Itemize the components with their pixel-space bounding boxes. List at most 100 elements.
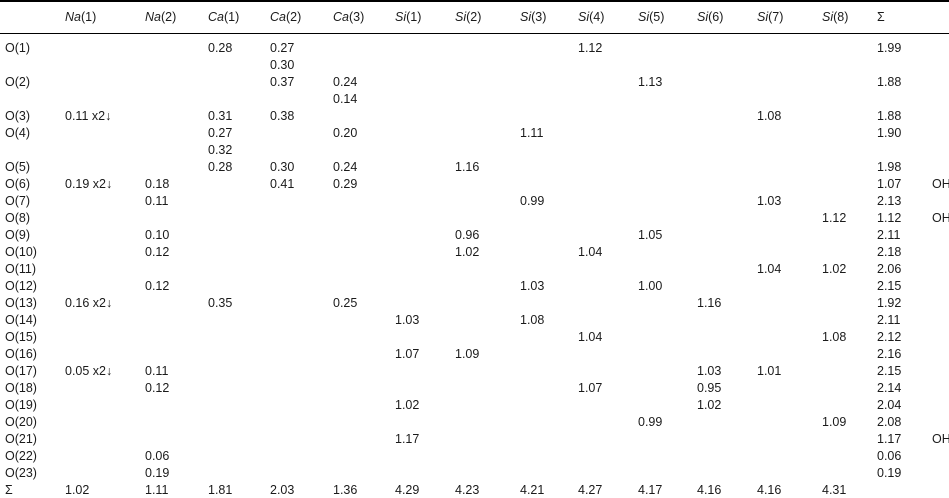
value-cell bbox=[390, 227, 450, 244]
value-cell: 1.36 bbox=[333, 483, 358, 497]
sum-cell: 1.88 bbox=[877, 75, 902, 89]
value-cell bbox=[265, 312, 328, 329]
value-cell bbox=[203, 363, 265, 380]
value-cell bbox=[573, 414, 633, 431]
sum-cell: 2.11 bbox=[877, 228, 901, 242]
value-cell bbox=[265, 210, 328, 227]
value-cell bbox=[450, 34, 515, 75]
value-cell bbox=[265, 346, 328, 363]
value-cell bbox=[633, 295, 692, 312]
value-cell bbox=[752, 414, 817, 431]
sum-cell: 2.15 bbox=[877, 279, 902, 293]
value-cell: 0.19 x2↓ bbox=[65, 177, 113, 191]
value-cell bbox=[60, 448, 140, 465]
table-row: O(9) 0.10 0.96 1.05 2.11 bbox=[0, 227, 949, 244]
value-cell bbox=[265, 278, 328, 295]
row-label: O(18) bbox=[5, 381, 37, 395]
value-cell bbox=[752, 295, 817, 312]
value-cell bbox=[450, 329, 515, 346]
value-cell bbox=[817, 312, 872, 329]
table-row: O(4) 0.27 0.32 0.20 1.11 1.90 bbox=[0, 125, 949, 159]
value-cell bbox=[203, 210, 265, 227]
value-cell bbox=[573, 193, 633, 210]
column-header bbox=[927, 1, 949, 34]
value-cell bbox=[633, 193, 692, 210]
sum-cell: 2.12 bbox=[877, 330, 902, 344]
table-row: O(8) 1.12 1.12 OH bbox=[0, 210, 949, 227]
value-cell: 1.12 bbox=[822, 211, 847, 225]
value-cell bbox=[692, 278, 752, 295]
value-cell bbox=[203, 278, 265, 295]
note-cell bbox=[927, 74, 949, 108]
row-label-header bbox=[0, 1, 60, 34]
value-cell bbox=[692, 414, 752, 431]
row-label: O(14) bbox=[5, 313, 37, 327]
value-cell: 0.10 bbox=[145, 228, 170, 242]
value-cell bbox=[515, 295, 573, 312]
footer-label: Σ bbox=[5, 483, 13, 497]
value-cell bbox=[573, 295, 633, 312]
value-cell bbox=[633, 244, 692, 261]
value-cell bbox=[817, 193, 872, 210]
column-header-index: Σ bbox=[877, 10, 885, 24]
table-row: O(15) 1.04 1.08 2.12 bbox=[0, 329, 949, 346]
value-cell bbox=[450, 74, 515, 108]
value-cell bbox=[752, 397, 817, 414]
column-header-index: (5) bbox=[649, 10, 665, 24]
value-cell: 0.31 bbox=[208, 109, 233, 123]
row-label: O(23) bbox=[5, 466, 37, 480]
value-cell: 1.02 bbox=[395, 398, 420, 412]
value-cell: 0.25 bbox=[333, 296, 358, 310]
value-cell bbox=[692, 329, 752, 346]
sum-cell: 2.13 bbox=[877, 194, 902, 208]
value-cell bbox=[328, 363, 390, 380]
value-cell bbox=[692, 210, 752, 227]
table-row: O(18) 0.12 1.07 0.95 2.14 bbox=[0, 380, 949, 397]
value-cell bbox=[140, 34, 203, 75]
note-cell bbox=[927, 346, 949, 363]
sum-cell: 1.92 bbox=[877, 296, 902, 310]
value-cell bbox=[328, 227, 390, 244]
value-cell bbox=[515, 329, 573, 346]
row-label: O(3) bbox=[5, 109, 30, 123]
value-cell bbox=[633, 261, 692, 278]
table-row: O(22) 0.06 0.06 bbox=[0, 448, 949, 465]
value-cell bbox=[817, 431, 872, 448]
sum-cell: 2.15 bbox=[877, 364, 902, 378]
value-cell: 1.07 bbox=[395, 347, 420, 361]
value-cell bbox=[817, 74, 872, 108]
value-cell bbox=[817, 227, 872, 244]
value-cell: 0.37 bbox=[270, 75, 295, 89]
value-cell bbox=[328, 210, 390, 227]
column-header-element: Si bbox=[638, 10, 650, 24]
column-header: Si(2) bbox=[450, 1, 515, 34]
value-cell bbox=[515, 227, 573, 244]
row-label: O(10) bbox=[5, 245, 37, 259]
column-header-element: Si bbox=[395, 10, 407, 24]
table-row: O(23) 0.19 0.19 bbox=[0, 465, 949, 482]
value-cell bbox=[140, 431, 203, 448]
value-cell bbox=[450, 448, 515, 465]
value-cell bbox=[817, 278, 872, 295]
value-cell bbox=[633, 346, 692, 363]
value-cell bbox=[60, 380, 140, 397]
value-cell bbox=[140, 414, 203, 431]
value-cell bbox=[140, 108, 203, 125]
value-cell bbox=[633, 312, 692, 329]
column-header: Si(8) bbox=[817, 1, 872, 34]
value-cell: 0.18 bbox=[145, 177, 170, 191]
value-cell: 0.12 bbox=[145, 381, 170, 395]
table-row: O(12) 0.12 1.03 1.00 2.15 bbox=[0, 278, 949, 295]
value-cell bbox=[203, 414, 265, 431]
table-row: O(21) 1.17 1.17 OH bbox=[0, 431, 949, 448]
value-cell: 1.04 bbox=[578, 245, 603, 259]
note-cell bbox=[927, 312, 949, 329]
value-cell bbox=[328, 329, 390, 346]
column-header-element: Ca bbox=[333, 10, 349, 24]
column-header: Ca(3) bbox=[328, 1, 390, 34]
sum-cell: 0.06 bbox=[877, 449, 902, 463]
value-cell bbox=[203, 380, 265, 397]
value-cell bbox=[60, 193, 140, 210]
value-cell: 1.03 bbox=[757, 194, 782, 208]
table-row: O(3) 0.11 x2↓ 0.31 0.38 1.08 1.88 bbox=[0, 108, 949, 125]
